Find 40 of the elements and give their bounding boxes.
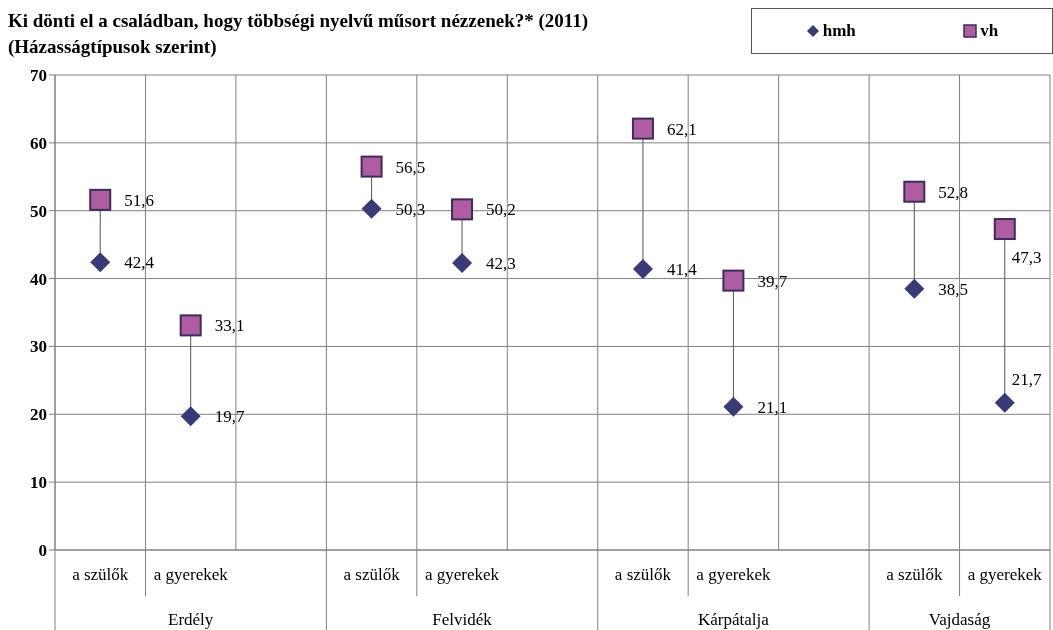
text: Vajdaság <box>928 610 991 629</box>
x-tick-label: a szülők <box>72 565 129 584</box>
data-label: 21,1 <box>757 397 788 417</box>
y-tick-label: 70 <box>30 66 47 86</box>
x-tick-label: a szülők <box>886 565 943 584</box>
data-label: 47,3 <box>1011 248 1042 268</box>
data-label: 51,6 <box>124 190 154 210</box>
data-label: 62,1 <box>666 119 697 139</box>
y-tick-label: 30 <box>30 337 47 357</box>
x-tick-label: a gyerekek <box>153 565 229 584</box>
data-label: 33,1 <box>214 316 245 336</box>
data-label: 50,3 <box>395 199 426 219</box>
x-tick-label: a gyerekek <box>696 565 771 584</box>
data-label: 38,5 <box>938 279 969 299</box>
text: Felvidék <box>432 610 493 629</box>
data-label: 41,4 <box>666 260 698 280</box>
text: Kárpátalja <box>698 610 770 629</box>
legend-label: hmh <box>821 21 856 41</box>
y-tick-label: 10 <box>30 473 47 493</box>
text: Erdély <box>168 610 214 629</box>
data-label: 42,3 <box>486 253 516 273</box>
x-tick-label: a szülők <box>343 565 401 584</box>
data-label: 19,7 <box>214 407 245 427</box>
x-tick-label: a gyerekek <box>967 565 1043 584</box>
y-tick-label: 60 <box>30 133 47 153</box>
chart-title: Ki dönti el a családban, hogy többségi nyelvű műsort nézzenek?* (2011) <box>8 9 589 33</box>
x-tick-label: a gyerekek <box>425 565 500 584</box>
data-label: 21,7 <box>1011 369 1043 389</box>
y-tick-label: 50 <box>30 201 47 221</box>
data-label: 42,4 <box>124 253 155 273</box>
data-label: 56,5 <box>395 157 426 177</box>
data-label: 52,8 <box>938 182 969 202</box>
data-label: 39,7 <box>757 271 788 291</box>
y-tick-label: 20 <box>30 405 47 425</box>
data-label: 50,2 <box>486 200 516 220</box>
y-tick-label: 0 <box>38 541 47 561</box>
x-tick-label: a szülők <box>614 565 672 584</box>
legend-label: vh <box>979 21 999 41</box>
y-tick-label: 40 <box>30 269 47 289</box>
chart-subtitle: (Házasságtípusok szerint) <box>8 35 218 59</box>
